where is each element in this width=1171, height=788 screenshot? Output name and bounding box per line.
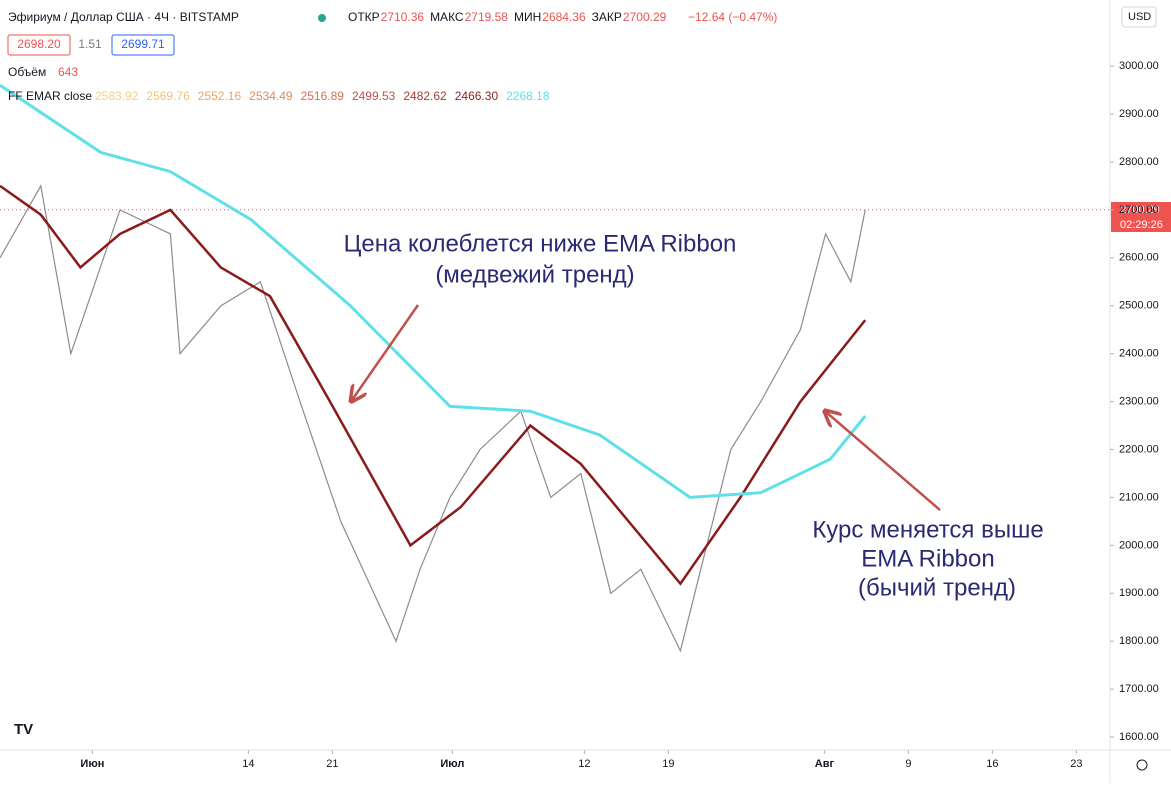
x-tick-label: Авг xyxy=(815,758,835,770)
annotation: (бычий тренд) xyxy=(858,574,1016,601)
status-dot xyxy=(318,14,326,22)
y-tick-label: 1800.00 xyxy=(1119,635,1159,647)
logo-mark: TV xyxy=(14,721,33,738)
y-tick-label: 2100.00 xyxy=(1119,491,1159,503)
y-tick-label: 2000.00 xyxy=(1119,539,1159,551)
y-tick-label: 2300.00 xyxy=(1119,396,1159,408)
series-line xyxy=(0,184,867,586)
ema-value: 2516.89 xyxy=(301,89,345,103)
currency-button[interactable] xyxy=(1121,6,1157,28)
spread: 1.51 xyxy=(78,37,102,51)
ohlc-label: МИН xyxy=(514,10,541,24)
series-line xyxy=(0,84,867,499)
ask-box[interactable] xyxy=(111,34,175,56)
ema-value: 2583.92 xyxy=(95,89,139,103)
series-line xyxy=(0,184,866,653)
ema-value: 2268.18 xyxy=(506,89,550,103)
x-tick-label: 23 xyxy=(1070,758,1082,770)
y-tick-label: 1700.00 xyxy=(1119,683,1159,695)
ema-value: 2482.62 xyxy=(403,89,447,103)
x-tick-label: 16 xyxy=(986,758,998,770)
bid[interactable]: 2698.20 xyxy=(17,37,61,51)
y-tick-label: 2500.00 xyxy=(1119,300,1159,312)
ema-value: 2552.16 xyxy=(198,89,242,103)
last-price: 2700.29 xyxy=(1120,204,1160,216)
annotation: Курс меняется выше xyxy=(812,516,1043,543)
price-badge xyxy=(1111,202,1171,232)
annotation: Цена колеблется ниже EMA Ribbon xyxy=(344,230,737,257)
ohlc-label: ЗАКР xyxy=(592,10,622,24)
settings-icon[interactable] xyxy=(1136,759,1148,771)
plot xyxy=(0,84,1110,653)
y-tick-label: 2400.00 xyxy=(1119,348,1159,360)
y-tick-label: 3000.00 xyxy=(1119,60,1159,72)
y-tick-label: 2800.00 xyxy=(1119,156,1159,168)
ema-value: 2534.49 xyxy=(249,89,293,103)
ohlc-value: 2710.36 xyxy=(381,10,425,24)
arrow xyxy=(352,304,420,400)
x-tick-label: 21 xyxy=(326,758,338,770)
annotation: EMA Ribbon xyxy=(861,545,994,572)
currency[interactable]: USD xyxy=(1128,11,1151,23)
ohlc-value: 2700.29 xyxy=(623,10,667,24)
ohlc-label: МАКС xyxy=(430,10,464,24)
change: −12.64 (−0.47%) xyxy=(688,10,777,24)
x-tick-label: 9 xyxy=(905,758,911,770)
ohlc-value: 2684.36 xyxy=(542,10,586,24)
x-tick-label: 19 xyxy=(662,758,674,770)
annotation: (медвежий тренд) xyxy=(435,261,634,288)
y-tick-label: 2600.00 xyxy=(1119,252,1159,264)
y-tick-label: 2200.00 xyxy=(1119,443,1159,455)
arrow xyxy=(826,412,941,511)
x-tick-label: 12 xyxy=(578,758,590,770)
ask[interactable]: 2699.71 xyxy=(121,37,165,51)
x-tick-label: Июн xyxy=(80,758,104,770)
ema-label: FF EMAR close xyxy=(8,89,92,103)
ohlc-label: ОТКР xyxy=(348,10,380,24)
ema-value: 2499.53 xyxy=(352,89,396,103)
symbol: Эфириум / Доллар США · 4Ч · BITSTAMP xyxy=(8,10,239,24)
ema-value: 2569.76 xyxy=(146,89,190,103)
x-tick-label: 14 xyxy=(242,758,254,770)
y-tick-label: 1900.00 xyxy=(1119,587,1159,599)
y-tick-label: 2700.00 xyxy=(1119,204,1159,216)
ohlc-value: 2719.58 xyxy=(465,10,509,24)
volume-label: Объём xyxy=(8,65,46,79)
y-tick-label: 1600.00 xyxy=(1119,731,1159,743)
bid-box[interactable] xyxy=(7,34,71,56)
ema-value: 2466.30 xyxy=(455,89,499,103)
y-tick-label: 2900.00 xyxy=(1119,108,1159,120)
timer: 02:29:26 xyxy=(1120,219,1163,231)
x-tick-label: Июл xyxy=(440,758,464,770)
volume-value: 643 xyxy=(58,65,78,79)
logo xyxy=(10,718,42,742)
